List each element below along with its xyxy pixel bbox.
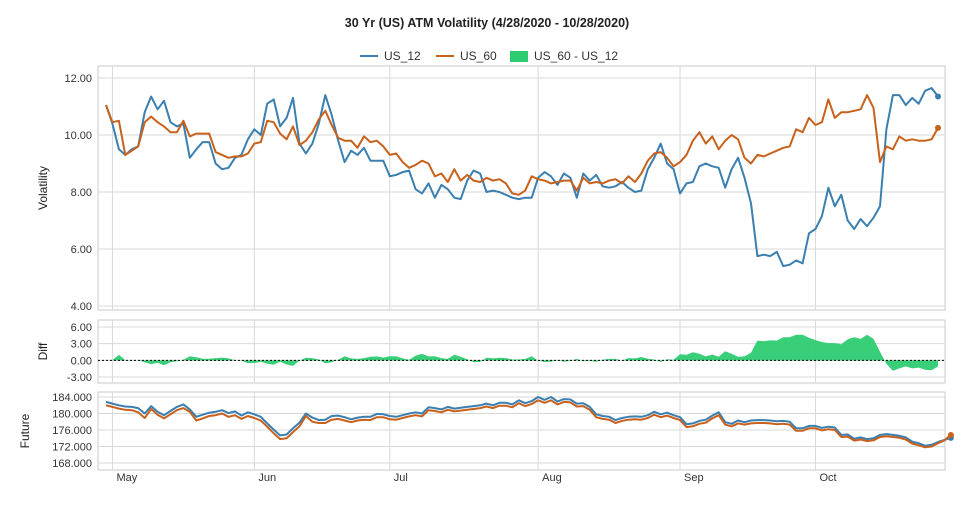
x-tick-label: Oct — [819, 472, 836, 484]
x-tick-label: Aug — [542, 472, 562, 484]
y-tick-label: 12.00 — [64, 73, 92, 85]
y-tick-label: 6.00 — [71, 322, 92, 334]
y-tick-label: 10.00 — [64, 130, 92, 142]
x-tick-label: Jul — [394, 472, 408, 484]
series-line-us-60 — [105, 94, 939, 196]
y-axis-label: Diff — [36, 342, 50, 360]
y-tick-label: 168.000 — [52, 458, 92, 470]
volatility-panel: 12.00 10.00 8.00 6.00 4.00 Volatility — [36, 65, 946, 313]
series-endpoint-us-60 — [935, 124, 941, 131]
y-tick-label: 184.000 — [52, 392, 92, 404]
legend-item-us-12[interactable]: US_12 — [360, 49, 421, 63]
y-axis-label: Volatility — [36, 166, 50, 210]
y-tick-label: 172.000 — [52, 442, 92, 454]
y-tick-label: 3.00 — [71, 339, 92, 351]
y-tick-label: 176.000 — [52, 425, 92, 437]
legend-item-us-60[interactable]: US_60 — [436, 49, 497, 63]
legend-label: US_60 - US_12 — [534, 49, 618, 63]
y-tick-label: 0.00 — [71, 355, 92, 367]
y-tick-label: -3.00 — [67, 372, 92, 384]
y-tick-label: 6.00 — [71, 244, 92, 256]
legend-item-us-60-us-12[interactable]: US_60 - US_12 — [510, 49, 618, 63]
legend[interactable]: US_12 US_60 US_60 - US_12 — [360, 49, 618, 63]
diff-panel: 6.00 3.00 0.00 -3.00 Diff — [36, 319, 946, 384]
x-tick-label: May — [116, 472, 137, 484]
series-endpoint-us-60 — [947, 431, 954, 438]
legend-label: US_60 — [460, 49, 497, 63]
future-panel: 184.000 180.000 176.000 172.000 168.000 Futur… — [18, 391, 954, 471]
y-axis-label: Future — [18, 413, 32, 448]
x-tick-label: Jun — [258, 472, 276, 484]
series-line-us-12 — [105, 87, 939, 268]
legend-swatch — [510, 51, 528, 62]
panel-frame — [97, 65, 946, 311]
y-tick-label: 4.00 — [71, 301, 92, 313]
chart-title: 30 Yr (US) ATM Volatility (4/28/2020 - 1… — [345, 16, 629, 30]
y-tick-label: 180.000 — [52, 409, 92, 421]
y-tick-label: 8.00 — [71, 187, 92, 199]
diff-area — [106, 334, 938, 371]
series-line-us-12 — [105, 396, 952, 447]
series-line-us-60 — [105, 399, 952, 449]
x-tick-label: Sep — [684, 472, 704, 484]
legend-label: US_12 — [384, 49, 421, 63]
series-endpoint-us-12 — [935, 93, 941, 100]
